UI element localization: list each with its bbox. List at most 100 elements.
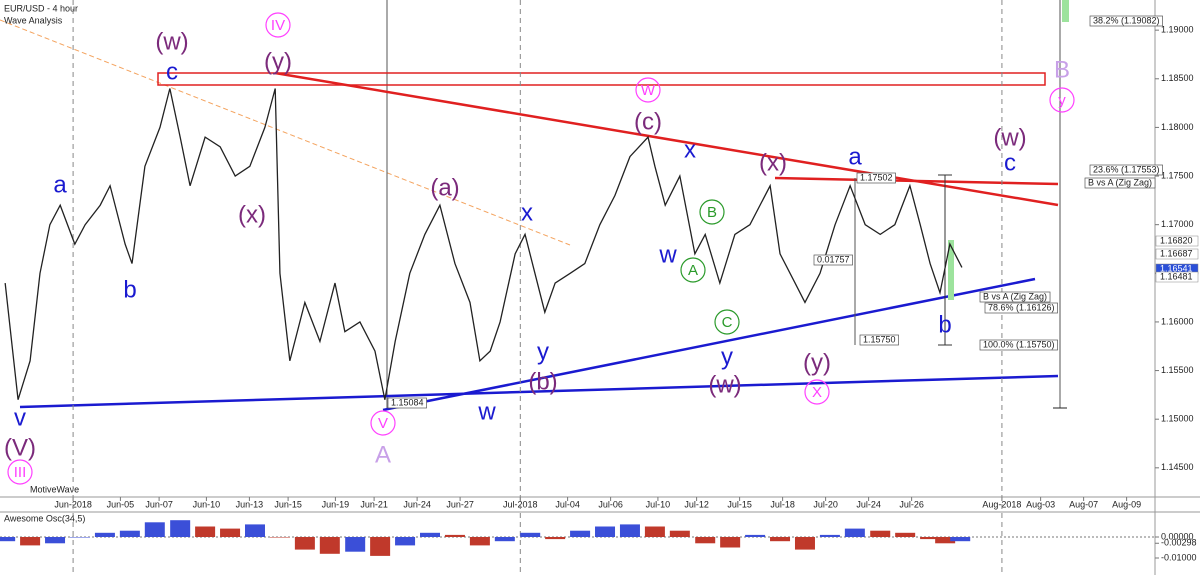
osc-bar	[345, 536, 366, 552]
wave-label: w	[658, 241, 677, 268]
osc-bar	[170, 520, 191, 537]
osc-bar	[69, 536, 90, 538]
x-tick-label: Jul-24	[856, 499, 881, 509]
wave-label: (y)	[264, 48, 292, 75]
fib-label: B vs A (Zig Zag)	[983, 291, 1047, 301]
osc-bar	[444, 534, 465, 537]
osc-bar	[619, 524, 640, 537]
wave-label: (V)	[4, 434, 36, 461]
wave-circle	[7, 459, 33, 485]
osc-bar	[720, 536, 741, 548]
x-tick-label: Jun-07	[145, 499, 173, 509]
osc-bar	[269, 536, 290, 538]
osc-bar	[920, 536, 941, 540]
x-tick-label: Jul-26	[899, 499, 924, 509]
fib-label: 1.15750	[863, 334, 896, 344]
y-tick-label: 1.18000	[1161, 122, 1194, 132]
fib-box	[984, 302, 1058, 314]
price-tag	[1155, 248, 1199, 260]
wave-label: y	[721, 343, 733, 370]
wave-label: a	[53, 171, 67, 198]
fib-box	[979, 339, 1058, 351]
x-tick-label: Jun-13	[236, 499, 264, 509]
fib-box	[1089, 15, 1163, 27]
osc-bar	[950, 536, 971, 542]
wave-label: y	[1058, 92, 1066, 109]
osc-bar	[370, 536, 391, 556]
osc-bar	[395, 536, 416, 546]
osc-bar	[119, 530, 140, 537]
price-tag-label: 1.16481	[1160, 271, 1193, 281]
title: EUR/USD - 4 hour	[4, 3, 78, 13]
x-tick-label: Jun-10	[193, 499, 221, 509]
fib-label: 38.2% (1.19082)	[1093, 15, 1160, 25]
wave-label: x	[684, 136, 696, 163]
fib-label: 23.6% (1.17553)	[1093, 164, 1160, 174]
osc-bar	[20, 536, 41, 546]
wave-circle	[265, 12, 291, 38]
wave-label: y	[537, 338, 549, 365]
osc-bar	[45, 536, 66, 544]
x-tick-label: Jun-24	[403, 499, 431, 509]
wave-label: (c)	[634, 108, 662, 135]
y-tick-label: -0.00298	[1161, 538, 1197, 548]
osc-bar	[870, 530, 891, 537]
x-tick-label: Jul-10	[646, 499, 671, 509]
fib-box	[1089, 164, 1163, 176]
osc-bar	[94, 532, 115, 537]
osc-bar	[0, 536, 16, 542]
wave-label: III	[14, 464, 27, 481]
wave-label: (w)	[708, 371, 741, 398]
fib-label: 1.15084	[391, 397, 424, 407]
wave-label: B	[707, 204, 717, 221]
fib-box	[979, 291, 1051, 303]
fib-label: B vs A (Zig Zag)	[1088, 177, 1152, 187]
wave-label: c	[1004, 149, 1016, 176]
y-tick-label: 1.19000	[1161, 25, 1194, 35]
wave-label: X	[812, 384, 822, 401]
wave-label: v	[14, 404, 26, 431]
x-tick-label: Jun-19	[322, 499, 350, 509]
y-tick-label: -0.01000	[1161, 552, 1197, 562]
x-tick-label: Jun-21	[360, 499, 388, 509]
price-tag	[1155, 271, 1199, 283]
fib-box	[387, 397, 427, 409]
x-tick-label: Aug-03	[1026, 499, 1055, 509]
osc-bar	[570, 530, 591, 537]
osc-bar	[745, 534, 766, 537]
osc-bar	[895, 532, 916, 537]
osc-bar	[770, 536, 791, 542]
x-tick-label: Jun-05	[107, 499, 135, 509]
fib-label: 100.0% (1.15750)	[983, 339, 1055, 349]
x-tick-label: Jul-15	[727, 499, 752, 509]
wave-label: (y)	[803, 349, 831, 376]
osc-bar	[595, 526, 616, 537]
osc-bar	[695, 536, 716, 544]
wave-label: w	[477, 398, 496, 425]
fib-box	[859, 334, 899, 346]
fib-box	[1084, 177, 1156, 189]
price-tag-label: 1.16820	[1160, 235, 1193, 245]
wave-label: x	[521, 199, 533, 226]
x-tick-label: Jul-06	[598, 499, 623, 509]
drawings	[0, 0, 1155, 538]
y-tick-label: 1.17500	[1161, 170, 1194, 180]
osc-bar	[844, 528, 865, 537]
osc-bar	[144, 522, 165, 537]
osc-bar	[520, 532, 541, 537]
osc-bar	[469, 536, 490, 546]
wave-label: A	[688, 262, 698, 279]
x-tick-label: Aug-09	[1112, 499, 1141, 509]
y-tick-label: 1.15000	[1161, 414, 1194, 424]
wave-circle	[680, 257, 706, 283]
y-tick-label: 1.14500	[1161, 462, 1194, 472]
osc-bar	[494, 536, 515, 542]
x-tick-label: Jun-27	[446, 499, 474, 509]
osc-bar	[669, 530, 690, 537]
price-tag-label: 1.16687	[1160, 248, 1193, 258]
x-tick-label: Jun-15	[274, 499, 302, 509]
fib-box	[813, 254, 853, 266]
wave-label: b	[123, 276, 136, 303]
x-tick-label: Aug-07	[1069, 499, 1098, 509]
wave-label: IV	[271, 17, 285, 34]
